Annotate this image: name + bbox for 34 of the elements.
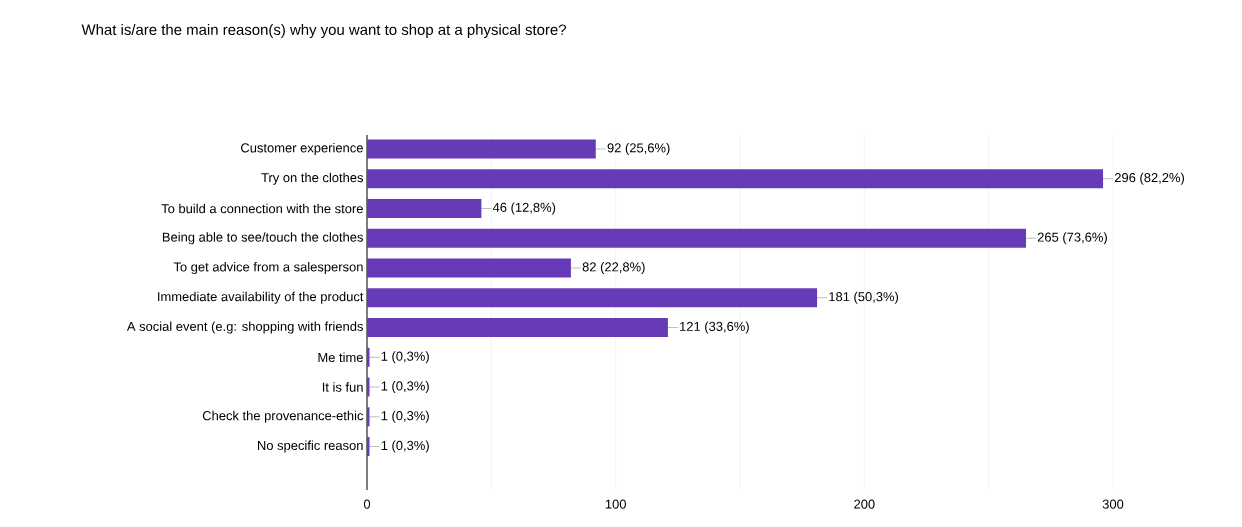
bar [367, 139, 596, 159]
bar [367, 318, 668, 338]
bar [367, 198, 482, 218]
y-tick-label: It is fun [322, 382, 363, 392]
bar [367, 258, 571, 278]
x-tick-label: 100 [605, 499, 626, 509]
y-tick-label: Try on the clothes [261, 172, 364, 185]
data-label: 265 (73,6%) [1037, 232, 1107, 245]
y-tick-label: A social event (e.g: shopping with friends [126, 321, 363, 334]
data-label: 181 (50,3%) [829, 291, 899, 304]
y-tick-label: Me time [318, 352, 363, 363]
data-label: 92 (25,6%) [607, 142, 670, 156]
y-tick-label: Check the provenance-ethic [202, 410, 364, 423]
y-tick-label: To get advice from a salesperson [173, 261, 363, 275]
y-tick-label: Customer experience [241, 142, 363, 156]
y-tick-label: Being able to see/touch the clothes [162, 232, 363, 245]
x-tick-label: 300 [1102, 499, 1124, 509]
y-tick-label: No specific reason [258, 440, 363, 453]
bar [367, 169, 1104, 189]
data-label: 296 (82,2%) [1114, 172, 1184, 185]
chart-title: What is/are the main reason(s) why you want to shop at a physical store? [81, 24, 566, 38]
data-label: 1 (0,3%) [381, 440, 429, 453]
data-label: 1 (0,3%) [381, 410, 429, 423]
data-label: 1 (0,3%) [381, 380, 429, 394]
data-label: 82 (22,8%) [582, 261, 645, 275]
x-tick-label: 0 [363, 499, 371, 509]
data-label: 1 (0,3%) [381, 351, 429, 364]
bar [367, 228, 1026, 248]
data-label: 46 (12,8%) [492, 202, 556, 215]
bar [367, 288, 818, 308]
y-tick-label: To build a connection with the store [161, 203, 363, 214]
x-tick-label: 200 [854, 499, 875, 509]
y-tick-label: Immediate availability of the product [158, 291, 364, 304]
data-label: 121 (33,6%) [680, 321, 749, 334]
